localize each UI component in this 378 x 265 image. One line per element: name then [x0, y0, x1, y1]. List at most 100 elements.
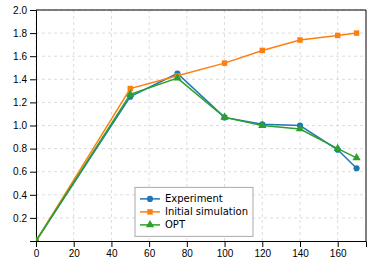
- series-marker: [296, 124, 304, 131]
- y-axis-tick-label: 0.8: [13, 143, 27, 154]
- x-axis-tick: 60: [144, 241, 156, 259]
- x-axis-tick: 40: [106, 241, 118, 259]
- legend-entry: Experiment: [140, 193, 223, 204]
- y-axis-tick-label: 0.4: [13, 190, 27, 201]
- grid-line-y: [36, 102, 366, 103]
- legend-label: Initial simulation: [165, 206, 248, 217]
- frame-top: [36, 10, 366, 11]
- y-axis-tick: 2.0: [13, 5, 36, 16]
- y-axis-tick-label: 2.0: [13, 5, 27, 16]
- y-axis-tick-mark: [30, 172, 36, 173]
- y-axis-tick-label: 1.4: [13, 74, 27, 85]
- grid-line-y: [36, 125, 366, 126]
- legend-label: Experiment: [165, 193, 223, 204]
- y-axis-tick: 1.2: [13, 97, 36, 108]
- series-marker: [220, 113, 228, 120]
- y-axis-tick-mark: [30, 56, 36, 57]
- x-axis-tick-label: 140: [292, 248, 309, 259]
- x-axis: 0 20 40 60 80 100 120 140 160: [34, 241, 367, 259]
- y-axis-tick-label: 0.2: [13, 213, 27, 224]
- series-marker: [36, 236, 40, 241]
- series-marker: [297, 37, 302, 42]
- chart: 0 20 40 60 80 100 120 140 160 0.2 0.4 0.6 0.8 1.0 1.2 1…: [0, 0, 378, 265]
- x-axis-tick: 160: [330, 241, 347, 259]
- frame-right: [366, 10, 367, 241]
- x-axis-tick: 120: [254, 241, 271, 259]
- grid-line-y: [36, 148, 366, 149]
- x-axis-tick-label: 0: [34, 248, 40, 259]
- x-axis-tick-label: 120: [254, 248, 271, 259]
- series-marker: [353, 165, 359, 171]
- x-axis-tick: 140: [292, 241, 309, 259]
- y-axis-tick-mark: [30, 218, 36, 219]
- x-axis-tick-mark: [300, 241, 301, 247]
- series-marker: [354, 30, 359, 35]
- y-axis-tick: 1.6: [13, 51, 36, 62]
- x-axis-tick-label: 40: [106, 248, 118, 259]
- legend-label: OPT: [165, 219, 186, 230]
- x-axis-tick-mark: [338, 241, 339, 247]
- y-axis-tick-mark: [30, 102, 36, 103]
- x-axis-tick-label: 100: [217, 248, 234, 259]
- grid: [36, 10, 366, 241]
- legend-box: [135, 187, 253, 236]
- legend-swatch-marker: [146, 220, 154, 227]
- series-marker: [126, 90, 134, 97]
- x-axis-tick: 100: [217, 241, 234, 259]
- x-axis-tick-mark: [225, 241, 226, 247]
- x-axis-tick-label: 60: [144, 248, 156, 259]
- y-axis-tick-mark: [30, 149, 36, 150]
- grid-line-y: [36, 10, 366, 11]
- legend: Experiment Initial simulation OPT: [135, 187, 253, 236]
- series-line: [36, 33, 357, 241]
- series-marker: [258, 121, 266, 128]
- x-axis-tick: 20: [69, 241, 81, 259]
- legend-entry: OPT: [140, 219, 186, 230]
- x-axis-tick-mark: [111, 241, 112, 247]
- x-axis-tick-label: 160: [330, 248, 347, 259]
- legend-swatch-marker: [147, 209, 152, 214]
- y-axis-tick: 1.0: [13, 120, 36, 131]
- y-axis: 0.2 0.4 0.6 0.8 1.0 1.2 1.4 1.6 1.8 2.0: [13, 5, 36, 242]
- y-axis-tick-label: 1.8: [13, 28, 27, 39]
- legend-entry: Initial simulation: [140, 206, 248, 217]
- y-axis-line: [30, 11, 37, 242]
- series-marker: [173, 73, 181, 80]
- series-marker: [352, 153, 360, 160]
- y-axis-tick-mark: [30, 10, 36, 11]
- y-axis-tick-mark: [30, 33, 36, 34]
- series-marker: [260, 48, 265, 53]
- y-axis-tick-label: 1.0: [13, 120, 27, 131]
- grid-line-y: [36, 56, 366, 57]
- marks: [36, 30, 361, 241]
- plot-area: 0 20 40 60 80 100 120 140 160 0.2 0.4 0.6 0.8 1.0 1.2 1…: [13, 5, 366, 259]
- x-axis-tick-mark: [149, 241, 150, 247]
- x-axis-tick-label: 20: [69, 248, 81, 259]
- x-axis-tick-mark: [74, 241, 75, 247]
- y-axis-tick-label: 1.6: [13, 51, 27, 62]
- x-axis-line: [37, 242, 367, 248]
- x-axis-tick: 80: [182, 241, 194, 259]
- x-axis-tick: 0: [34, 241, 40, 259]
- y-axis-tick-mark: [30, 79, 36, 80]
- y-axis-tick-label: 1.2: [13, 97, 27, 108]
- x-axis-tick-mark: [262, 241, 263, 247]
- y-axis-tick: 0.8: [13, 143, 36, 154]
- y-axis-tick: 0.6: [13, 166, 36, 177]
- y-axis-tick-label: 0.6: [13, 166, 27, 177]
- y-axis-tick-mark: [30, 195, 36, 196]
- series-line: [36, 78, 357, 241]
- grid-line-y: [36, 79, 366, 80]
- grid-line-y: [36, 171, 366, 172]
- series-marker: [222, 60, 227, 65]
- grid-line-y: [36, 33, 366, 34]
- series-marker: [335, 33, 340, 38]
- y-axis-tick: 0.2: [13, 213, 36, 224]
- x-axis-tick-mark: [187, 241, 188, 247]
- y-axis-tick-mark: [30, 126, 36, 127]
- y-axis-tick: 1.4: [13, 74, 36, 85]
- legend-swatch-marker: [147, 196, 153, 202]
- x-axis-tick-label: 80: [182, 248, 194, 259]
- y-axis-tick: 0.4: [13, 190, 36, 201]
- y-axis-tick: 1.8: [13, 28, 36, 39]
